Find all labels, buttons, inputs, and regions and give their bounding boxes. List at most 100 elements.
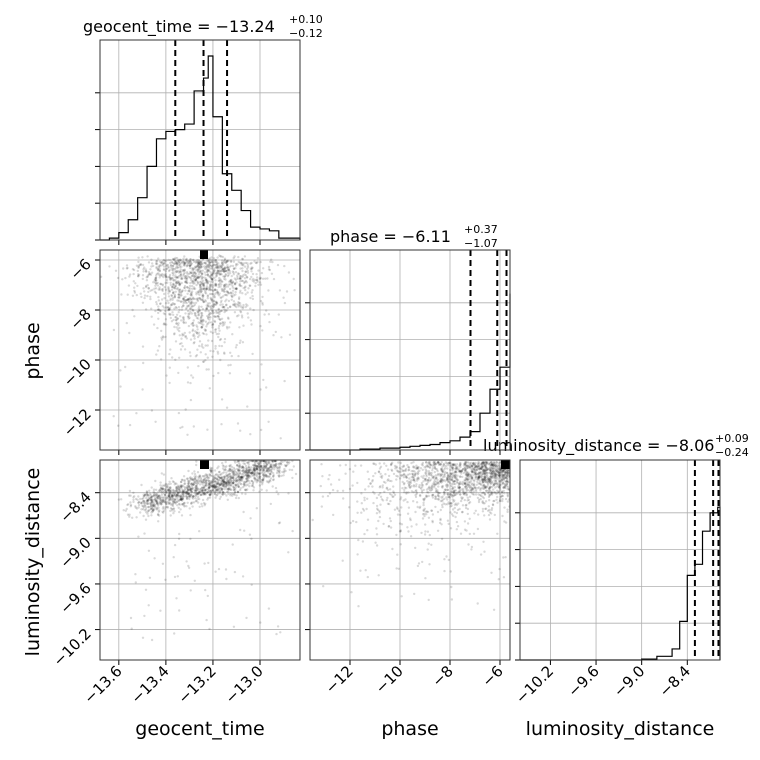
histogram-luminosity-distance: −10.2 −9.6 −9.0 −8.4: [512, 459, 721, 707]
sample-point: [404, 474, 408, 478]
sample-point: [240, 314, 244, 317]
sample-point: [172, 291, 175, 295]
sample-point: [144, 508, 148, 511]
sample-point: [194, 265, 197, 269]
sample-point: [167, 265, 170, 268]
sample-point: [199, 271, 202, 274]
sample-point: [217, 371, 220, 375]
sample-point: [194, 490, 197, 493]
sample-point: [149, 295, 152, 298]
sample-point: [165, 279, 169, 282]
sample-point: [237, 354, 240, 358]
sample-point: [185, 301, 188, 305]
sample-point: [193, 491, 196, 495]
sample-point: [217, 335, 220, 339]
sample-point: [251, 471, 255, 474]
sample-point: [141, 277, 144, 281]
sample-point: [479, 553, 483, 556]
sample-point: [174, 276, 177, 279]
sample-point: [487, 489, 490, 492]
sample-point: [166, 263, 170, 267]
sample-point: [488, 511, 492, 514]
sample-point: [492, 482, 495, 485]
sample-point: [182, 304, 185, 308]
sample-point: [204, 289, 207, 293]
sample-point: [481, 472, 484, 475]
sample-point: [199, 319, 202, 322]
sample-point: [195, 463, 198, 467]
sample-point: [450, 494, 453, 497]
sample-point: [250, 291, 253, 294]
sample-point: [433, 463, 436, 467]
sample-point: [149, 268, 152, 271]
sample-point: [493, 466, 496, 470]
sample-point: [467, 502, 471, 505]
sample-point: [482, 484, 485, 487]
sample-point: [213, 486, 217, 489]
sample-point: [267, 268, 271, 271]
sample-point: [445, 496, 448, 499]
sample-point: [267, 461, 270, 464]
sample-point: [225, 266, 229, 269]
sample-point: [431, 513, 435, 516]
sample-point: [242, 462, 245, 465]
sample-point: [420, 475, 423, 478]
sample-point: [126, 503, 129, 507]
sample-point: [497, 483, 500, 486]
sample-point: [142, 268, 145, 271]
sample-point: [152, 498, 156, 502]
histogram-geocent-time: [95, 39, 301, 245]
sample-point: [227, 479, 231, 482]
sample-point: [164, 488, 167, 491]
sample-point: [213, 485, 217, 488]
sample-point: [173, 287, 176, 290]
sample-point: [174, 266, 178, 269]
svg-text:+0.10: +0.10: [289, 13, 323, 26]
sample-point: [498, 488, 502, 491]
sample-point: [469, 490, 472, 493]
sample-point: [157, 502, 160, 506]
sample-point: [209, 261, 213, 264]
sample-point: [234, 278, 238, 281]
sample-point: [483, 486, 487, 489]
sample-point: [439, 462, 442, 466]
sample-point: [189, 489, 192, 493]
sample-point: [179, 498, 183, 501]
sample-point: [156, 504, 160, 507]
sample-point: [212, 268, 215, 271]
sample-point: [163, 268, 166, 271]
sample-point: [253, 476, 256, 480]
sample-point: [357, 605, 360, 608]
sample-point: [179, 300, 182, 303]
sample-point: [385, 464, 388, 467]
sample-point: [461, 510, 464, 514]
sample-point: [211, 484, 215, 488]
sample-point: [203, 488, 207, 492]
sample-point: [172, 283, 175, 287]
sample-point: [174, 256, 177, 260]
sample-point: [159, 502, 162, 505]
sample-point: [204, 488, 207, 492]
sample-point: [278, 475, 281, 478]
sample-point: [204, 292, 208, 295]
sample-point: [191, 487, 194, 490]
sample-point: [255, 466, 258, 470]
sample-point: [200, 272, 204, 276]
sample-point: [137, 495, 140, 498]
sample-point: [155, 303, 158, 306]
sample-point: [485, 461, 488, 464]
sample-point: [156, 326, 159, 330]
sample-point: [211, 488, 215, 492]
sample-point: [192, 495, 195, 498]
sample-point: [483, 476, 487, 480]
sample-point: [176, 491, 180, 494]
sample-point: [217, 279, 220, 282]
sample-point: [220, 267, 223, 270]
sample-point: [147, 271, 151, 274]
sample-point: [144, 268, 147, 271]
sample-point: [455, 520, 459, 524]
sample-point: [180, 484, 184, 487]
sample-point: [252, 468, 255, 471]
sample-point: [253, 461, 257, 464]
sample-point: [209, 263, 212, 267]
